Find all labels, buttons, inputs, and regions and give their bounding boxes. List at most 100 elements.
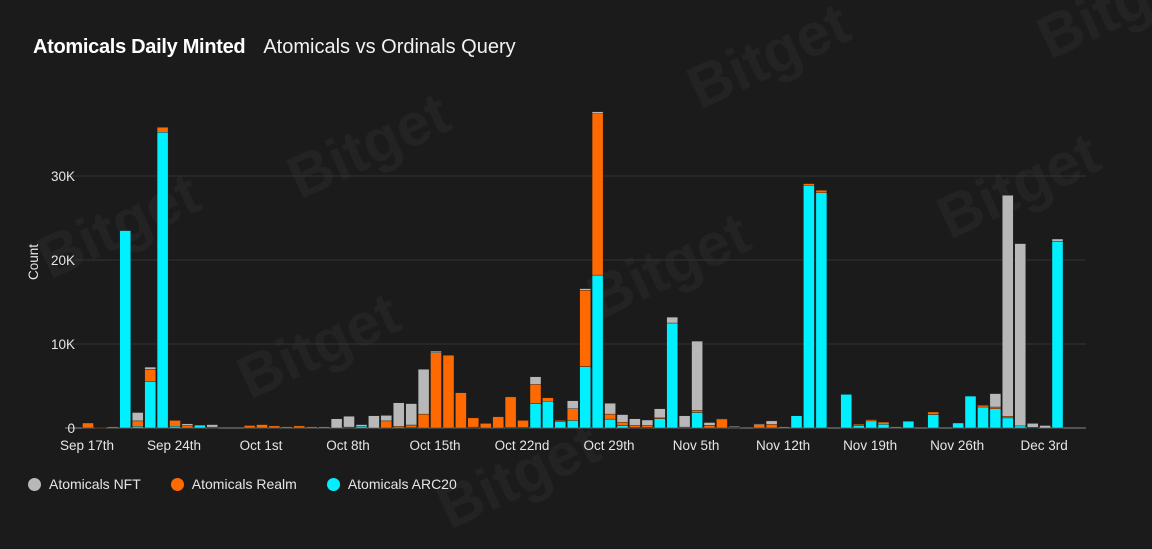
bar-segment-atomicals-realm[interactable] — [243, 425, 256, 429]
bar-segment-atomicals-nft[interactable] — [616, 414, 629, 423]
bar-segment-atomicals-realm[interactable] — [890, 426, 902, 429]
bar-segment-atomicals-nft[interactable] — [417, 369, 430, 415]
bar-segment-atomicals-arc20[interactable] — [666, 322, 678, 429]
bar-segment-atomicals-nft[interactable] — [144, 366, 156, 370]
bar-segment-atomicals-nft[interactable] — [206, 424, 219, 428]
bar-segment-atomicals-nft[interactable] — [1039, 425, 1051, 429]
bar-segment-atomicals-nft[interactable] — [591, 111, 604, 114]
bar-segment-atomicals-nft[interactable] — [691, 340, 703, 411]
bar-segment-atomicals-arc20[interactable] — [964, 395, 977, 429]
bar-segment-atomicals-arc20[interactable] — [865, 420, 877, 429]
bar-segment-atomicals-realm[interactable] — [417, 413, 430, 429]
bar-segment-atomicals-nft[interactable] — [330, 418, 343, 429]
bar-segment-atomicals-realm[interactable] — [604, 413, 616, 420]
bar-segment-atomicals-realm[interactable] — [865, 419, 877, 422]
bar-segment-atomicals-arc20[interactable] — [654, 418, 666, 429]
bar-segment-atomicals-arc20[interactable] — [355, 426, 368, 429]
bar-segment-atomicals-arc20[interactable] — [790, 415, 803, 429]
bar-segment-atomicals-realm[interactable] — [156, 127, 169, 133]
bar-segment-atomicals-arc20[interactable] — [877, 424, 890, 429]
bar-segment-atomicals-realm[interactable] — [765, 424, 778, 429]
bar-segment-atomicals-arc20[interactable] — [517, 427, 529, 429]
bar-segment-atomicals-realm[interactable] — [393, 426, 405, 429]
bar-segment-atomicals-realm[interactable] — [82, 422, 94, 429]
bar-segment-atomicals-arc20[interactable] — [169, 426, 181, 429]
bar-segment-atomicals-realm[interactable] — [778, 426, 790, 429]
bar-segment-atomicals-nft[interactable] — [989, 393, 1002, 408]
bar-segment-atomicals-arc20[interactable] — [1002, 417, 1014, 429]
bar-segment-atomicals-realm[interactable] — [293, 425, 305, 429]
bar-segment-atomicals-arc20[interactable] — [853, 425, 865, 429]
bar-segment-atomicals-nft[interactable] — [716, 418, 728, 420]
bar-segment-atomicals-nft[interactable] — [343, 416, 355, 428]
bar-segment-atomicals-realm[interactable] — [144, 369, 156, 383]
bar-segment-atomicals-realm[interactable] — [567, 408, 579, 421]
bar-segment-atomicals-realm[interactable] — [318, 426, 330, 429]
bar-segment-atomicals-arc20[interactable] — [989, 408, 1002, 429]
bar-segment-atomicals-arc20[interactable] — [119, 230, 132, 429]
bar-segment-atomicals-nft[interactable] — [355, 424, 368, 427]
bar-segment-atomicals-realm[interactable] — [467, 417, 479, 428]
bar-segment-atomicals-realm[interactable] — [703, 425, 716, 429]
bar-segment-atomicals-realm[interactable] — [380, 420, 392, 429]
bar-segment-atomicals-arc20[interactable] — [815, 192, 828, 429]
bar-segment-atomicals-realm[interactable] — [977, 405, 989, 408]
legend-item-nft[interactable]: Atomicals NFT — [28, 476, 141, 492]
bar-segment-atomicals-nft[interactable] — [405, 403, 417, 426]
bar-segment-atomicals-realm[interactable] — [529, 384, 542, 404]
bar-segment-atomicals-nft[interactable] — [604, 403, 616, 415]
bar-segment-atomicals-nft[interactable] — [678, 415, 691, 428]
bar-segment-atomicals-realm[interactable] — [616, 421, 629, 426]
bar-segment-atomicals-realm[interactable] — [107, 426, 119, 429]
bar-segment-atomicals-nft[interactable] — [1002, 195, 1014, 417]
bar-segment-atomicals-realm[interactable] — [504, 396, 517, 428]
bar-segment-atomicals-nft[interactable] — [641, 419, 654, 426]
bar-segment-atomicals-realm[interactable] — [542, 397, 554, 402]
bar-segment-atomicals-nft[interactable] — [1014, 243, 1026, 427]
bar-segment-atomicals-realm[interactable] — [281, 426, 293, 429]
bar-segment-atomicals-arc20[interactable] — [467, 427, 479, 429]
bar-segment-atomicals-realm[interactable] — [169, 420, 181, 427]
bar-segment-atomicals-realm[interactable] — [853, 424, 865, 426]
bar-segment-atomicals-realm[interactable] — [728, 427, 741, 429]
bar-segment-atomicals-realm[interactable] — [442, 355, 455, 429]
bar-segment-atomicals-nft[interactable] — [181, 423, 194, 426]
bar-segment-atomicals-nft[interactable] — [1051, 238, 1064, 242]
bar-segment-atomicals-nft[interactable] — [430, 350, 442, 354]
bar-segment-atomicals-realm[interactable] — [716, 419, 728, 429]
bar-segment-atomicals-realm[interactable] — [430, 352, 442, 429]
bar-segment-atomicals-realm[interactable] — [492, 416, 504, 429]
bar-segment-atomicals-realm[interactable] — [480, 423, 492, 429]
bar-segment-atomicals-arc20[interactable] — [691, 412, 703, 429]
bar-segment-atomicals-arc20[interactable] — [1051, 241, 1064, 429]
bar-segment-atomicals-nft[interactable] — [380, 415, 392, 422]
bar-segment-atomicals-arc20[interactable] — [1014, 425, 1026, 429]
bar-segment-atomicals-realm[interactable] — [343, 427, 355, 429]
bar-segment-atomicals-realm[interactable] — [815, 190, 828, 194]
bar-segment-atomicals-arc20[interactable] — [604, 419, 616, 429]
bar-segment-atomicals-realm[interactable] — [691, 410, 703, 413]
bar-segment-atomicals-arc20[interactable] — [144, 381, 156, 429]
bar-segment-atomicals-nft[interactable] — [579, 288, 591, 291]
bar-segment-atomicals-arc20[interactable] — [902, 421, 915, 429]
bar-segment-atomicals-nft[interactable] — [728, 426, 741, 428]
bar-segment-atomicals-realm[interactable] — [181, 425, 194, 429]
bar-segment-atomicals-nft[interactable] — [529, 376, 542, 385]
bar-segment-atomicals-arc20[interactable] — [554, 421, 566, 429]
bar-segment-atomicals-nft[interactable] — [765, 420, 778, 425]
bar-segment-atomicals-arc20[interactable] — [952, 422, 964, 429]
bar-segment-atomicals-arc20[interactable] — [840, 394, 852, 429]
bar-segment-atomicals-nft[interactable] — [703, 422, 716, 426]
bar-segment-atomicals-nft[interactable] — [1026, 423, 1039, 428]
legend-item-realm[interactable]: Atomicals Realm — [170, 476, 297, 492]
bar-segment-atomicals-arc20[interactable] — [678, 427, 691, 429]
bar-segment-atomicals-realm[interactable] — [517, 420, 529, 428]
bar-segment-atomicals-realm[interactable] — [131, 420, 144, 427]
bar-segment-atomicals-arc20[interactable] — [542, 400, 554, 429]
bar-segment-atomicals-realm[interactable] — [1002, 416, 1014, 419]
bar-segment-atomicals-arc20[interactable] — [156, 132, 169, 429]
bar-segment-atomicals-realm[interactable] — [629, 425, 641, 428]
bar-segment-atomicals-nft[interactable] — [368, 415, 380, 429]
bar-segment-atomicals-nft[interactable] — [654, 408, 666, 419]
bar-segment-atomicals-arc20[interactable] — [194, 424, 206, 429]
